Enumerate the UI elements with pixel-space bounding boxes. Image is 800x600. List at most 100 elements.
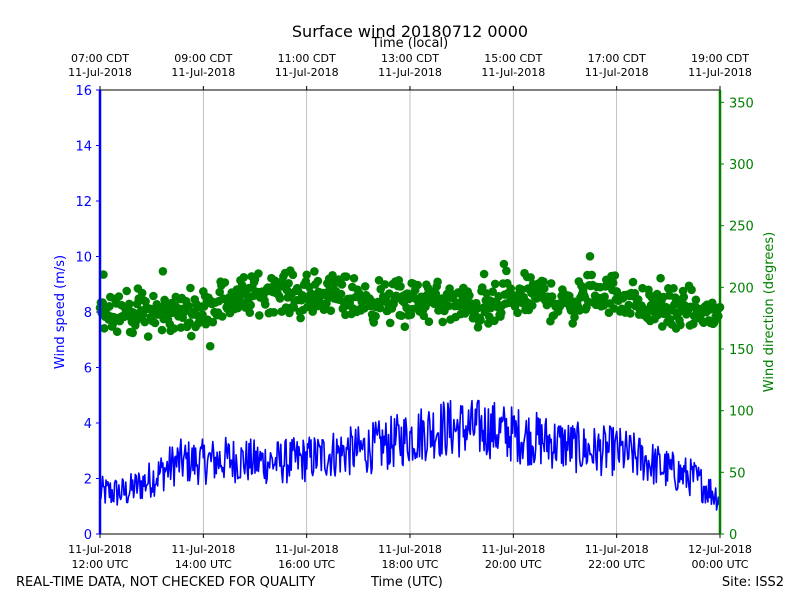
right-tick-label: 50 [729,466,746,481]
wind-direction-point [128,328,137,338]
wind-direction-point [275,294,285,303]
right-tick-label: 200 [729,281,754,296]
axes: 11-Jul-2018 12:00 UTC 11-Jul-2018 14:00 UTC… [68,52,754,571]
bottom-tick-label: 12:00 UTC [71,558,128,571]
wind-direction-point [490,316,499,326]
wind-direction-point [490,279,500,289]
wind-direction-point [669,284,678,293]
wind-direction-points [95,251,725,351]
wind-direction-point [254,269,263,278]
top-tick-label: 15:00 CDT [484,52,542,65]
wind-direction-point [342,272,351,282]
left-tick-label: 10 [75,251,92,266]
wind-direction-point [374,276,384,285]
wind-direction-point [444,301,454,311]
wind-direction-point [105,302,114,311]
wind-direction-point [326,306,336,316]
wind-direction-point [150,318,160,328]
left-tick-label: 2 [84,473,92,488]
top-tick-label: 17:00 CDT [588,52,646,65]
wind-direction-point [169,324,179,333]
wind-direction-point [714,311,723,321]
bottom-tick-label: 11-Jul-2018 [585,543,649,556]
wind-direction-point [465,291,474,300]
wind-direction-point [239,273,249,282]
wind-direction-point [513,308,522,318]
top-axis-title: Time (local) [371,36,448,51]
wind-direction-point [375,303,385,313]
top-tick-label: 11-Jul-2018 [68,66,132,79]
wind-direction-point [479,269,489,279]
wind-direction-point [205,341,215,351]
wind-direction-point [585,251,595,261]
site-label: Site: ISS2 [721,575,784,590]
bottom-tick-label: 18:00 UTC [381,558,438,571]
wind-direction-point [400,322,410,332]
wind-direction-point [245,308,255,318]
wind-direction-point [624,300,633,310]
wind-direction-point [608,278,618,288]
wind-direction-point [380,280,390,289]
wind-direction-point [546,279,556,288]
wind-direction-point [424,317,434,327]
top-tick-label: 11-Jul-2018 [585,66,649,79]
wind-direction-point [610,271,620,280]
wind-direction-point [438,317,448,327]
wind-direction-point [547,292,557,301]
wind-direction-point [371,311,380,321]
wind-direction-point [413,280,423,290]
bottom-tick-label: 11-Jul-2018 [481,543,545,556]
wind-direction-point [269,308,279,317]
bottom-tick-label: 20:00 UTC [485,558,542,571]
top-tick-label: 13:00 CDT [381,52,439,65]
wind-direction-point [445,284,454,293]
wind-direction-point [539,277,548,286]
wind-direction-point [526,273,535,282]
wind-direction-point [565,291,574,301]
wind-direction-point [676,320,685,330]
wind-direction-point [141,297,150,306]
wind-direction-point [499,259,509,269]
wind-direction-point [220,278,230,287]
top-tick-label: 11-Jul-2018 [171,66,235,79]
wind-direction-point [122,286,131,296]
wind-direction-point [419,311,429,321]
right-tick-label: 350 [729,96,754,111]
wind-direction-point [302,270,312,280]
left-tick-label: 6 [84,362,92,377]
wind-direction-point [157,325,167,335]
top-tick-label: 11-Jul-2018 [378,66,442,79]
right-tick-label: 300 [729,158,754,173]
left-tick-label: 12 [75,195,92,210]
wind-direction-point [408,304,417,314]
quality-disclaimer: REAL-TIME DATA, NOT CHECKED FOR QUALITY [16,575,316,590]
left-tick-label: 4 [84,417,92,432]
wind-direction-point [360,282,370,291]
wind-direction-point [328,271,337,280]
wind-direction-point [125,299,134,309]
wind-direction-point [433,277,442,287]
wind-direction-point [488,287,498,297]
wind-direction-point [288,270,298,280]
left-tick-label: 14 [75,140,92,155]
wind-direction-point [396,282,405,291]
wind-direction-point [185,318,194,327]
right-tick-label: 250 [729,220,754,235]
bottom-tick-label: 14:00 UTC [175,558,232,571]
wind-direction-point [600,292,609,302]
wind-direction-point [628,277,638,287]
wind-direction-point [476,315,485,325]
wind-direction-point [246,300,255,310]
wind-direction-point [587,270,596,280]
wind-direction-point [337,280,347,289]
wind-direction-point [310,267,319,276]
wind-direction-point [137,288,147,298]
bottom-tick-label: 12-Jul-2018 [688,543,752,556]
wind-direction-point [254,311,264,320]
wind-direction-point [313,276,323,286]
wind-direction-point [502,266,511,276]
wind-direction-point [100,324,109,333]
wind-direction-point [336,289,346,299]
wind-direction-point [689,319,698,329]
wind-direction-point [397,311,406,321]
